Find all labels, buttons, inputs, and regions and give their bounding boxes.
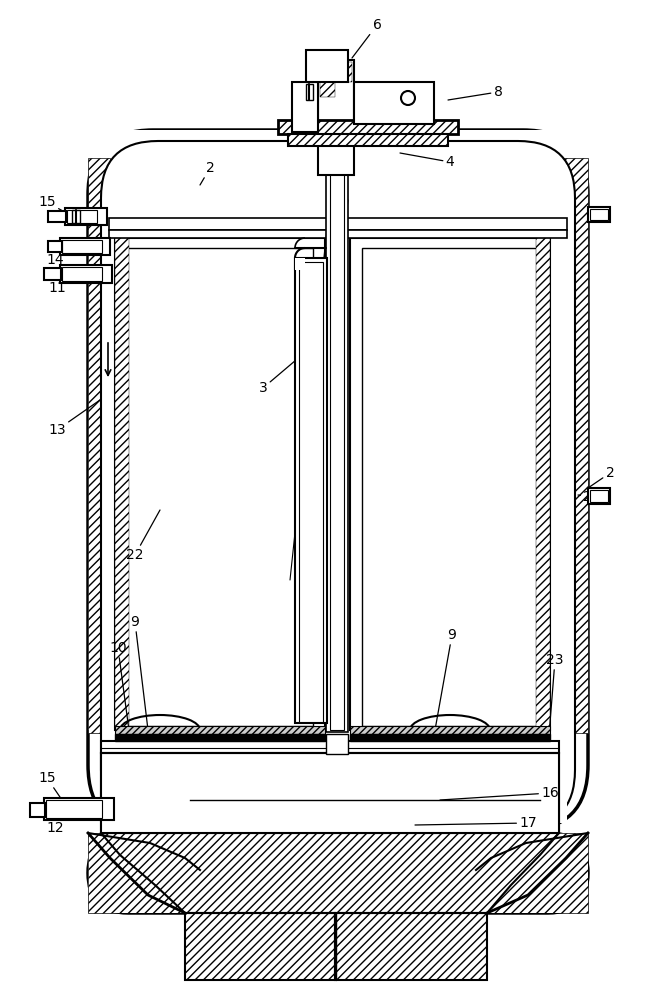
Bar bbox=[320, 62, 335, 97]
Text: 23: 23 bbox=[547, 653, 564, 748]
Bar bbox=[88, 833, 588, 913]
Bar bbox=[295, 258, 327, 723]
Bar bbox=[293, 84, 317, 130]
Text: 3: 3 bbox=[259, 360, 296, 395]
Bar bbox=[350, 726, 550, 734]
Bar bbox=[72, 210, 80, 223]
Text: 14: 14 bbox=[46, 242, 76, 267]
Bar bbox=[568, 230, 588, 730]
Bar bbox=[115, 238, 325, 730]
Bar bbox=[326, 734, 348, 754]
Bar bbox=[326, 144, 348, 732]
Text: 15: 15 bbox=[38, 195, 68, 214]
Text: 21: 21 bbox=[578, 490, 601, 504]
Bar bbox=[62, 240, 102, 253]
Bar bbox=[335, 913, 487, 980]
Bar bbox=[588, 207, 610, 222]
FancyBboxPatch shape bbox=[88, 130, 588, 830]
Bar bbox=[588, 488, 610, 504]
Bar bbox=[60, 265, 112, 283]
Bar bbox=[101, 753, 559, 833]
Bar bbox=[278, 120, 458, 134]
Bar bbox=[326, 52, 346, 80]
FancyBboxPatch shape bbox=[101, 141, 575, 827]
Bar bbox=[48, 211, 66, 222]
Text: 10: 10 bbox=[109, 641, 130, 738]
Bar bbox=[185, 913, 335, 980]
Bar bbox=[109, 165, 567, 823]
Text: 9: 9 bbox=[130, 615, 148, 730]
Bar bbox=[30, 803, 45, 817]
Bar bbox=[48, 241, 62, 252]
Bar bbox=[109, 218, 567, 230]
Bar bbox=[88, 833, 588, 913]
Bar bbox=[306, 84, 313, 100]
Bar bbox=[109, 230, 567, 238]
Text: 2: 2 bbox=[588, 466, 614, 488]
Bar bbox=[546, 158, 588, 733]
Bar bbox=[60, 238, 110, 255]
Bar bbox=[337, 62, 352, 82]
Text: 17: 17 bbox=[415, 816, 537, 830]
Bar bbox=[44, 268, 61, 280]
Bar bbox=[88, 230, 108, 730]
Bar bbox=[292, 82, 318, 132]
Bar bbox=[44, 798, 114, 820]
Text: 11: 11 bbox=[48, 270, 78, 295]
Bar bbox=[185, 913, 335, 980]
Bar bbox=[308, 52, 322, 80]
Bar bbox=[115, 734, 325, 741]
Text: 6: 6 bbox=[352, 18, 381, 58]
Bar bbox=[299, 262, 323, 722]
Text: 12: 12 bbox=[46, 808, 64, 835]
Bar bbox=[115, 238, 129, 730]
Bar bbox=[350, 734, 550, 741]
Text: 16: 16 bbox=[440, 786, 559, 800]
Bar bbox=[101, 753, 559, 833]
Bar bbox=[62, 267, 102, 281]
Text: 22: 22 bbox=[126, 510, 160, 562]
Bar bbox=[101, 741, 559, 753]
Bar bbox=[335, 913, 487, 980]
Circle shape bbox=[401, 91, 415, 105]
Bar bbox=[350, 238, 550, 730]
FancyBboxPatch shape bbox=[88, 833, 588, 913]
Bar bbox=[354, 82, 434, 124]
Bar bbox=[356, 84, 432, 122]
Bar bbox=[335, 913, 487, 980]
Bar bbox=[46, 800, 102, 818]
Text: 15: 15 bbox=[38, 771, 62, 800]
Text: 4: 4 bbox=[400, 153, 454, 169]
Bar bbox=[115, 726, 325, 734]
Bar bbox=[295, 258, 305, 270]
Bar bbox=[101, 753, 559, 833]
Text: 2: 2 bbox=[200, 161, 214, 185]
Bar bbox=[185, 913, 335, 980]
Bar bbox=[590, 209, 608, 220]
Bar bbox=[288, 134, 448, 146]
Text: 7: 7 bbox=[308, 61, 322, 88]
Bar bbox=[536, 238, 550, 730]
Text: 8: 8 bbox=[448, 85, 502, 100]
Polygon shape bbox=[185, 913, 335, 980]
Bar bbox=[88, 158, 110, 733]
Bar bbox=[306, 50, 348, 82]
Bar bbox=[88, 130, 588, 160]
Bar bbox=[67, 210, 97, 223]
Bar bbox=[127, 248, 313, 726]
Text: 9: 9 bbox=[435, 628, 456, 730]
Bar bbox=[330, 147, 344, 730]
Bar bbox=[362, 248, 538, 726]
Bar bbox=[65, 208, 107, 225]
Text: 13: 13 bbox=[48, 400, 100, 437]
Bar bbox=[590, 490, 608, 502]
Bar bbox=[318, 60, 354, 175]
